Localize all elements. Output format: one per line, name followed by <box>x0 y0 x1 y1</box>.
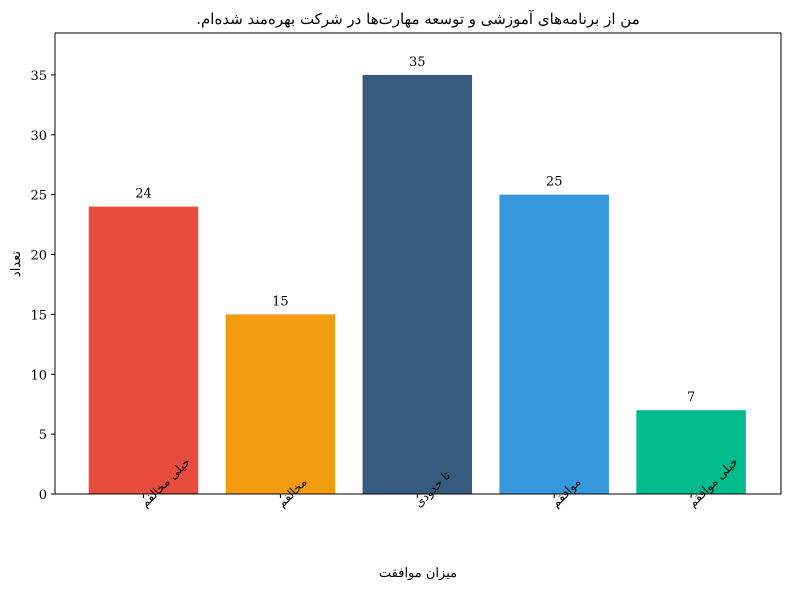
y-tick-label: 20 <box>30 249 47 264</box>
y-tick-label: 5 <box>39 428 47 443</box>
chart-title: من از برنامه‌های آموزشی و توسعه مهارت‌ها… <box>196 10 640 28</box>
y-tick-label: 0 <box>39 488 47 503</box>
y-tick-label: 35 <box>30 69 47 84</box>
bar-value-label: 7 <box>687 390 695 405</box>
bars-group <box>89 75 746 494</box>
bar <box>226 314 336 494</box>
bar <box>499 195 609 494</box>
bar-value-label: 24 <box>135 187 152 202</box>
bar <box>89 207 199 494</box>
bar-value-label: 35 <box>409 55 426 70</box>
x-axis-label: میزان موافقت <box>379 566 457 581</box>
y-tick-label: 25 <box>30 189 47 204</box>
y-tick-label: 10 <box>30 368 47 383</box>
y-axis-ticks: 0 5 10 15 20 25 30 35 <box>30 69 55 503</box>
bar-value-label: 25 <box>546 175 563 190</box>
bar-value-label: 15 <box>272 294 289 309</box>
bar <box>636 410 746 494</box>
bar <box>363 75 473 494</box>
y-axis-label: تعداد <box>9 251 24 277</box>
y-tick-label: 30 <box>30 129 47 144</box>
y-tick-label: 15 <box>30 308 47 323</box>
